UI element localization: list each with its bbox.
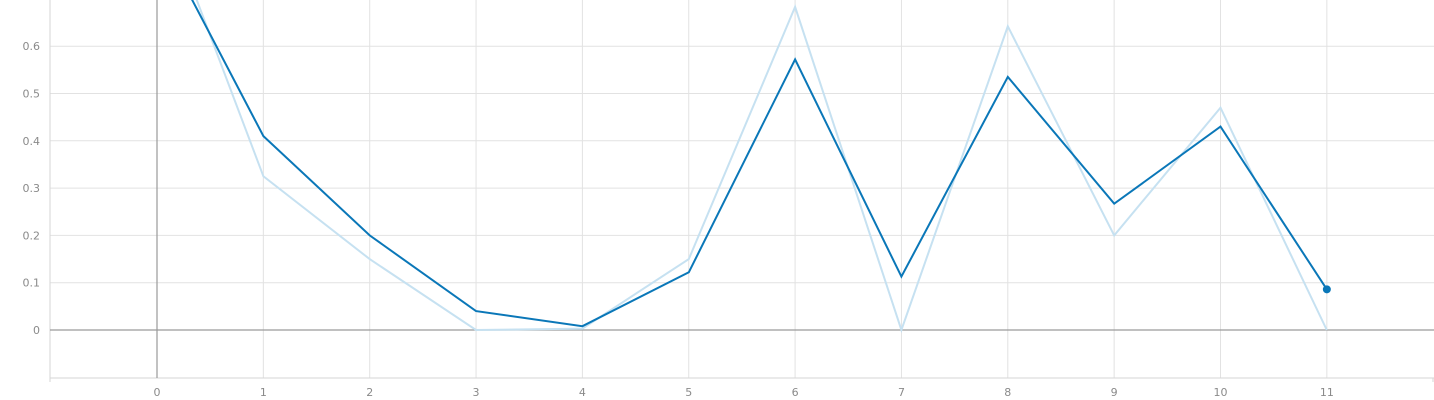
smoothed-series-line	[191, 0, 1328, 328]
raw-series-line	[195, 0, 1328, 334]
axes	[49, 0, 1434, 382]
series-layer	[191, 0, 1328, 334]
x-tick-label: 0	[154, 386, 161, 399]
x-tick-label: 10	[1214, 386, 1228, 399]
x-tick-label: 4	[579, 386, 586, 399]
y-tick-label: 0.1	[23, 277, 41, 290]
y-tick-label: 0.3	[23, 182, 41, 195]
y-tick-label: 0.6	[23, 40, 41, 53]
x-tick-label: 5	[685, 386, 692, 399]
y-tick-label: 0.5	[23, 88, 41, 101]
x-tick-label: 9	[1111, 386, 1118, 399]
grid	[50, 0, 1434, 378]
y-tick-label: 0.2	[23, 229, 41, 242]
x-tick-label: 8	[1004, 386, 1011, 399]
x-tick-label: 6	[792, 386, 799, 399]
x-tick-label: 1	[260, 386, 267, 399]
x-tick-label: 2	[366, 386, 373, 399]
x-tick-label: 3	[473, 386, 480, 399]
last-point-marker[interactable]	[1322, 285, 1331, 294]
y-tick-label: 0	[33, 324, 40, 337]
x-tick-label: 7	[898, 386, 905, 399]
tick-labels: 0 1 2 3 4 5 6 7 8 9 10 11 0 0.1 0.2 0.3 0.4 0.5 0.6	[23, 40, 1334, 399]
y-tick-label: 0.4	[23, 135, 41, 148]
x-tick-label: 11	[1320, 386, 1334, 399]
